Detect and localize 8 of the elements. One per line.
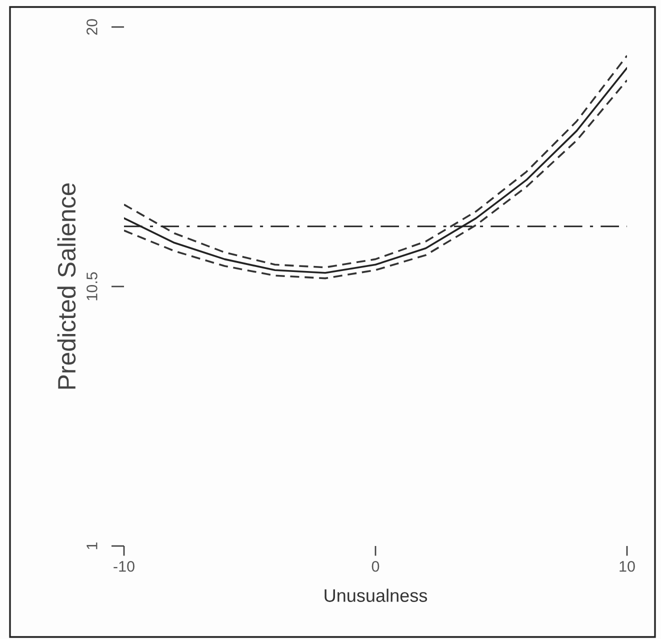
x-tick-label: -10	[114, 560, 134, 572]
x-axis-title: Unusualness	[324, 588, 428, 602]
x-tick-label: 10	[620, 560, 635, 572]
y-tick-label: 20	[86, 19, 98, 35]
y-tick-label: 1	[86, 542, 98, 550]
y-tick-label: 10.5	[86, 272, 98, 300]
y-axis-title: Predicted Salience	[57, 183, 76, 389]
x-tick-label: 0	[372, 560, 380, 572]
